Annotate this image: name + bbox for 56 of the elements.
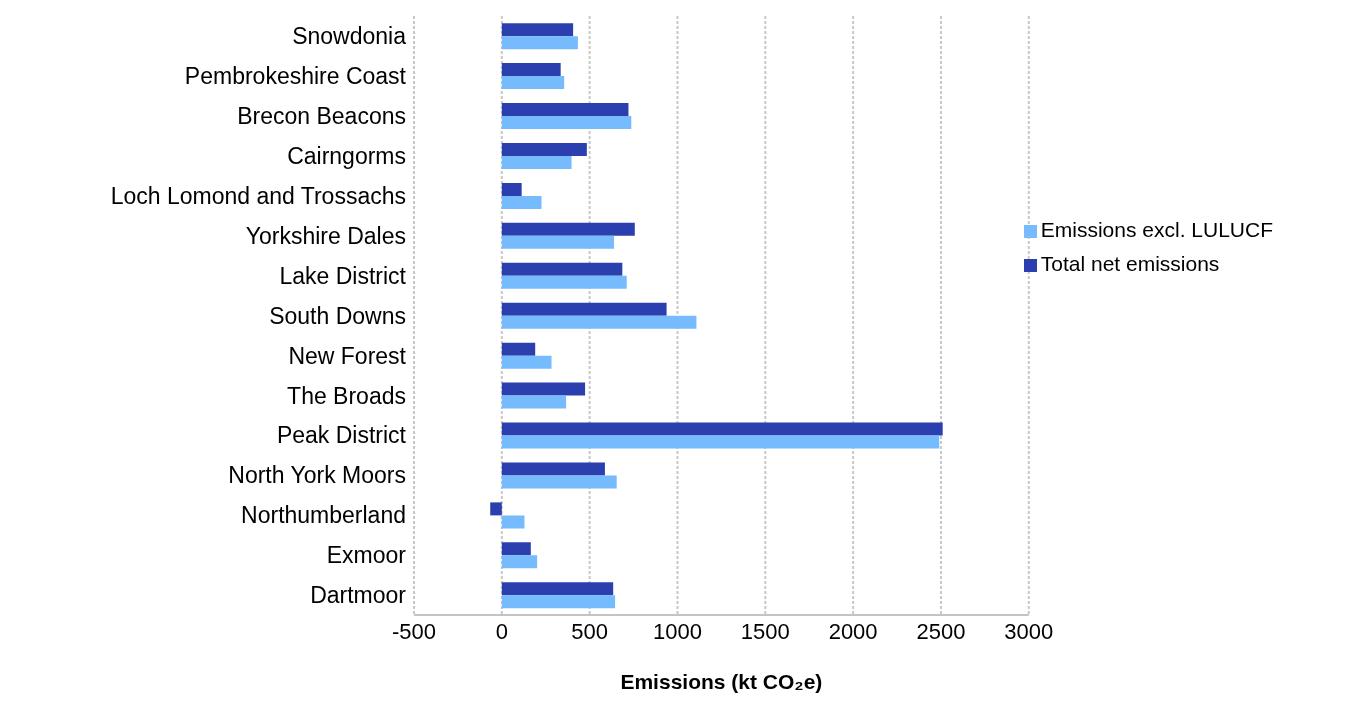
bar bbox=[501, 395, 567, 409]
bar bbox=[501, 342, 536, 356]
bar bbox=[501, 103, 629, 117]
y-tick-label: Cairngorms bbox=[287, 142, 406, 169]
x-tick-label: 1000 bbox=[652, 618, 702, 644]
x-axis-title: Emissions (kt CO₂e) bbox=[620, 670, 823, 693]
bar bbox=[501, 116, 632, 130]
x-tick-label: 2500 bbox=[916, 618, 966, 644]
y-tick-label: Snowdonia bbox=[292, 23, 407, 50]
bar bbox=[501, 582, 614, 596]
bar bbox=[501, 155, 572, 169]
y-tick-label: Yorkshire Dales bbox=[245, 222, 406, 249]
bar bbox=[501, 422, 943, 436]
bar bbox=[501, 235, 615, 249]
x-tick-label: 1500 bbox=[740, 618, 790, 644]
y-tick-label: South Downs bbox=[269, 302, 406, 329]
bar bbox=[501, 382, 586, 396]
bar bbox=[501, 355, 552, 369]
bar bbox=[501, 435, 940, 449]
bar bbox=[490, 502, 502, 516]
bar bbox=[501, 262, 623, 276]
y-tick-label: North York Moors bbox=[228, 462, 406, 489]
y-tick-label: Northumberland bbox=[241, 502, 406, 529]
y-tick-label: Pembrokeshire Coast bbox=[184, 63, 407, 90]
y-tick-label: Brecon Beacons bbox=[237, 103, 406, 129]
y-tick-label: Exmoor bbox=[326, 542, 407, 569]
bar bbox=[501, 63, 561, 77]
bar bbox=[501, 462, 605, 476]
bar bbox=[501, 36, 578, 50]
bar bbox=[501, 23, 574, 37]
y-tick-label: Loch Lomond and Trossachs bbox=[110, 182, 406, 209]
bar bbox=[501, 275, 627, 289]
bar bbox=[501, 182, 522, 196]
x-tick-label: 500 bbox=[571, 618, 609, 644]
bar bbox=[501, 595, 616, 609]
x-tick-label: 3000 bbox=[1004, 618, 1054, 644]
x-tick-label: -500 bbox=[391, 618, 437, 644]
legend-label: Total net emissions bbox=[1040, 252, 1220, 275]
bar bbox=[501, 475, 617, 489]
bar bbox=[501, 302, 667, 316]
bar bbox=[501, 555, 538, 569]
bar bbox=[501, 76, 565, 90]
y-tick-label: New Forest bbox=[288, 342, 407, 369]
bar bbox=[501, 195, 542, 209]
bar bbox=[501, 142, 587, 156]
legend-label: Emissions excl. LULUCF bbox=[1040, 218, 1273, 241]
x-tick-label: 0 bbox=[495, 618, 508, 644]
y-tick-label: Dartmoor bbox=[310, 582, 407, 609]
bar bbox=[501, 515, 525, 529]
y-tick-label: Lake District bbox=[279, 262, 407, 289]
y-tick-label: Peak District bbox=[276, 422, 407, 449]
bar bbox=[501, 542, 531, 556]
bar bbox=[501, 222, 635, 236]
x-tick-label: 2000 bbox=[828, 618, 878, 644]
y-tick-label: The Broads bbox=[287, 382, 406, 409]
bar bbox=[501, 315, 697, 329]
